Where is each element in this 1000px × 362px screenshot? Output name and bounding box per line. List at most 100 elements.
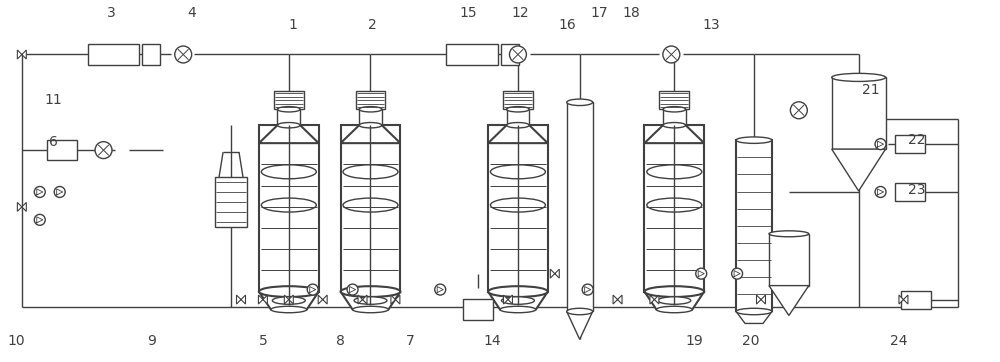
Text: 8: 8 bbox=[336, 334, 345, 348]
Bar bbox=[895, 135, 925, 153]
Polygon shape bbox=[17, 202, 26, 211]
Circle shape bbox=[732, 268, 743, 279]
Circle shape bbox=[582, 284, 593, 295]
Polygon shape bbox=[644, 125, 704, 143]
Text: 5: 5 bbox=[259, 334, 267, 348]
Ellipse shape bbox=[353, 306, 388, 313]
Text: 19: 19 bbox=[685, 334, 703, 348]
Polygon shape bbox=[318, 295, 327, 304]
Circle shape bbox=[54, 186, 65, 197]
Text: 18: 18 bbox=[623, 6, 640, 20]
Ellipse shape bbox=[272, 297, 305, 304]
Polygon shape bbox=[650, 295, 659, 304]
Text: 11: 11 bbox=[45, 93, 63, 107]
Circle shape bbox=[663, 46, 680, 63]
Bar bbox=[901, 291, 931, 308]
Polygon shape bbox=[613, 295, 622, 304]
Polygon shape bbox=[259, 125, 319, 143]
Ellipse shape bbox=[507, 122, 529, 128]
Bar bbox=[274, 91, 304, 109]
Circle shape bbox=[34, 214, 45, 225]
Ellipse shape bbox=[277, 106, 300, 112]
Ellipse shape bbox=[658, 297, 691, 304]
Polygon shape bbox=[769, 286, 809, 315]
Bar bbox=[663, 109, 686, 125]
Ellipse shape bbox=[359, 122, 382, 128]
Bar bbox=[769, 234, 809, 286]
Ellipse shape bbox=[736, 308, 772, 315]
Ellipse shape bbox=[271, 306, 307, 313]
Ellipse shape bbox=[277, 122, 300, 128]
Bar bbox=[644, 125, 704, 291]
Ellipse shape bbox=[832, 73, 886, 81]
Ellipse shape bbox=[261, 165, 316, 179]
Text: 2: 2 bbox=[368, 18, 377, 31]
Bar bbox=[832, 77, 886, 149]
Polygon shape bbox=[17, 50, 26, 59]
Polygon shape bbox=[259, 291, 319, 310]
Polygon shape bbox=[757, 295, 765, 304]
Ellipse shape bbox=[736, 137, 772, 143]
Bar bbox=[501, 43, 519, 66]
Circle shape bbox=[95, 142, 112, 159]
Bar bbox=[259, 125, 319, 291]
Text: 16: 16 bbox=[559, 18, 577, 31]
Text: 6: 6 bbox=[49, 135, 58, 149]
Ellipse shape bbox=[507, 106, 529, 112]
Bar bbox=[47, 140, 77, 160]
Bar bbox=[503, 91, 533, 109]
Circle shape bbox=[875, 139, 886, 150]
Text: 10: 10 bbox=[7, 334, 25, 348]
Text: 4: 4 bbox=[187, 6, 196, 20]
Polygon shape bbox=[358, 295, 367, 304]
Text: 12: 12 bbox=[511, 6, 529, 20]
Text: 7: 7 bbox=[406, 334, 415, 348]
Circle shape bbox=[175, 46, 192, 63]
Text: 3: 3 bbox=[107, 6, 116, 20]
Circle shape bbox=[696, 268, 707, 279]
Ellipse shape bbox=[261, 198, 316, 212]
Text: 20: 20 bbox=[742, 334, 760, 348]
Polygon shape bbox=[567, 311, 593, 340]
Bar bbox=[895, 183, 925, 201]
Ellipse shape bbox=[343, 198, 398, 212]
Polygon shape bbox=[503, 295, 512, 304]
Ellipse shape bbox=[359, 106, 382, 112]
Bar bbox=[736, 140, 772, 311]
Bar bbox=[215, 177, 247, 227]
Bar bbox=[446, 43, 498, 66]
Bar bbox=[341, 125, 400, 291]
Bar bbox=[488, 125, 548, 291]
Polygon shape bbox=[341, 125, 400, 143]
Circle shape bbox=[347, 284, 358, 295]
Ellipse shape bbox=[490, 165, 545, 179]
Text: 9: 9 bbox=[147, 334, 156, 348]
Ellipse shape bbox=[354, 297, 387, 304]
Ellipse shape bbox=[259, 286, 319, 297]
Bar bbox=[463, 299, 493, 320]
Ellipse shape bbox=[488, 286, 548, 297]
Ellipse shape bbox=[501, 297, 534, 304]
Circle shape bbox=[34, 186, 45, 197]
Text: 22: 22 bbox=[908, 133, 925, 147]
Polygon shape bbox=[391, 295, 400, 304]
Text: 13: 13 bbox=[702, 18, 720, 31]
Ellipse shape bbox=[663, 106, 686, 112]
Ellipse shape bbox=[644, 286, 704, 297]
Text: 1: 1 bbox=[288, 18, 297, 31]
Polygon shape bbox=[488, 291, 548, 310]
Ellipse shape bbox=[500, 306, 536, 313]
Text: 21: 21 bbox=[862, 83, 879, 97]
Circle shape bbox=[509, 46, 526, 63]
Polygon shape bbox=[736, 311, 772, 324]
Bar bbox=[142, 43, 160, 66]
Ellipse shape bbox=[647, 198, 702, 212]
Polygon shape bbox=[644, 291, 704, 310]
Ellipse shape bbox=[567, 99, 593, 106]
Text: 14: 14 bbox=[483, 334, 501, 348]
Bar bbox=[88, 43, 139, 66]
Bar bbox=[507, 109, 529, 125]
Text: 24: 24 bbox=[890, 334, 907, 348]
Bar bbox=[359, 109, 382, 125]
Ellipse shape bbox=[656, 306, 692, 313]
